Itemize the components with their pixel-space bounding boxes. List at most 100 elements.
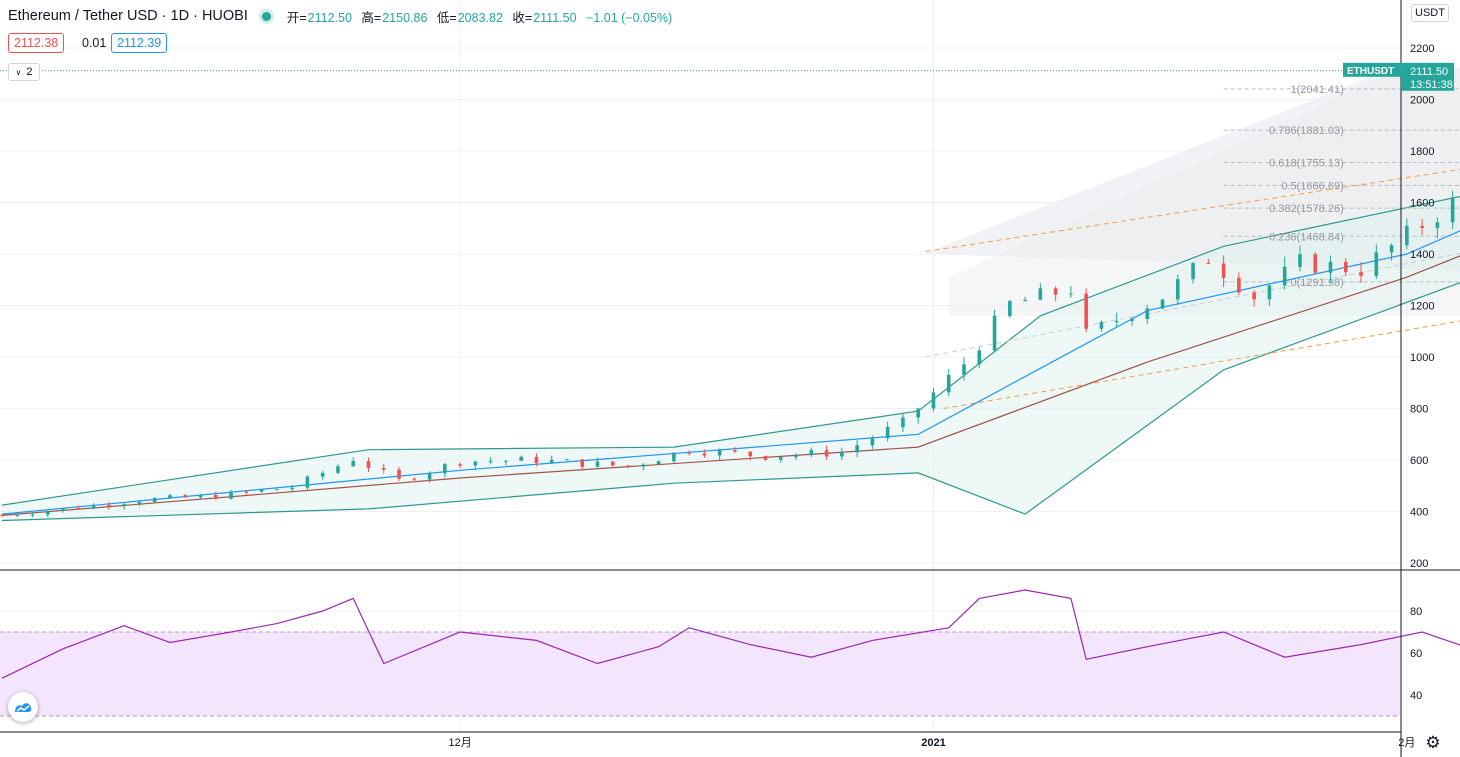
sell-price-button[interactable]: 2112.38 (8, 33, 65, 53)
candle-body (885, 427, 890, 439)
price-axis-tick-label: 400 (1410, 507, 1428, 519)
rsi-axis-tick-label: 60 (1410, 648, 1422, 660)
fib-level-label: 0.5(1666.69) (1281, 180, 1343, 192)
candle-body (916, 408, 920, 418)
candle-body (397, 469, 401, 479)
candle-body (672, 452, 676, 462)
candle-body (1237, 277, 1241, 293)
fib-level-label: 0.618(1755.13) (1269, 158, 1344, 170)
candle-body (702, 453, 707, 456)
bollinger-upper-line (1, 195, 1460, 506)
ma-slow-line (1, 255, 1460, 516)
candle-body (305, 476, 310, 488)
candle-body (213, 495, 218, 499)
candle-body (1405, 225, 1409, 246)
candle-body (763, 456, 768, 460)
price-tag-bg (1402, 62, 1454, 91)
candle-body (1374, 252, 1379, 277)
candle-body (794, 455, 798, 458)
candle-body (61, 507, 65, 512)
candle-body (473, 461, 478, 466)
candle-body (488, 461, 493, 463)
candle-body (1008, 301, 1012, 316)
candle-body (427, 473, 432, 480)
candle-body (30, 514, 35, 516)
candle-body (855, 445, 859, 453)
fib-level-label: 0.382(1578.26) (1269, 203, 1344, 215)
fib-level-label: 0.786(1881.03) (1269, 125, 1344, 137)
candle-body (1023, 299, 1027, 302)
open-label: 开= (286, 10, 307, 25)
indicators-toggle-button[interactable]: ∨ 2 (8, 63, 40, 81)
candle-body (1160, 299, 1165, 309)
price-axis-tick-label: 200 (1410, 558, 1428, 570)
candle-body (15, 515, 20, 517)
candle-body (1420, 225, 1424, 228)
currency-button[interactable]: USDT (1411, 4, 1449, 22)
buy-price-button[interactable]: 2112.39 (111, 33, 168, 53)
candle-body (1328, 261, 1333, 273)
price-axis-tick-label: 1600 (1410, 198, 1434, 210)
candle-body (183, 495, 188, 498)
time-axis-tick-label: 2月 (1398, 737, 1415, 749)
candle-body (320, 472, 325, 477)
candle-body (504, 460, 508, 462)
bollinger-lower-line (1, 282, 1460, 522)
current-price-label (1343, 62, 1454, 91)
chevron-down-icon: ∨ (15, 67, 22, 77)
candle-body (977, 350, 982, 365)
candle-body (595, 461, 600, 467)
candle-body (1206, 263, 1211, 265)
candle-body (336, 466, 340, 473)
candle-body (1267, 285, 1272, 300)
candle-body (1450, 197, 1455, 223)
candle-body (809, 450, 814, 456)
fib-level-label: 1(2041.41) (1291, 84, 1344, 96)
candle-body (107, 504, 111, 507)
candle-body (931, 392, 936, 409)
candle-body (229, 491, 233, 499)
price-axis-tick-label: 2000 (1410, 95, 1434, 107)
candle-body (687, 452, 691, 454)
candle-body (778, 457, 783, 460)
candle-body (1145, 308, 1150, 319)
price-axis-tick-label: 1400 (1410, 249, 1434, 261)
candle-body (1359, 272, 1363, 277)
candle-body (0, 515, 4, 517)
candle-body (534, 456, 539, 463)
candle-body (259, 489, 264, 492)
ohlc-readout: 开=2112.50 高=2150.86 低=2083.82 收=2111.50 … (287, 7, 678, 26)
indicator-count: 2 (26, 66, 33, 78)
candle-body (580, 459, 585, 467)
candle-body (1343, 261, 1348, 273)
candle-body (1069, 293, 1073, 295)
candle-body (168, 495, 172, 499)
candle-body (1313, 254, 1318, 273)
price-axis-tick-label: 1200 (1410, 301, 1434, 313)
candle-body (611, 461, 615, 466)
open-value: 2112.50 (307, 10, 352, 25)
candle-body (412, 478, 417, 480)
candle-body (1191, 263, 1195, 280)
settings-gear-icon[interactable]: ⚙ (1425, 733, 1441, 752)
symbol-title[interactable]: Ethereum / Tether USD · 1D · HUOBI (8, 8, 248, 24)
candle-body (443, 464, 447, 474)
close-label: 收= (512, 10, 533, 25)
candle-body (946, 374, 951, 393)
tradingview-logo-icon[interactable] (8, 692, 38, 722)
candles (0, 190, 1455, 518)
candle-body (1389, 245, 1394, 253)
fib-level-label: 0.236(1468.84) (1269, 231, 1344, 243)
fib-zone (923, 67, 1460, 271)
candle-body (748, 451, 753, 457)
price-axis-tick-label: 1000 (1410, 352, 1434, 364)
price-axis-tick-label: 800 (1410, 404, 1428, 416)
fib-level-label: 0(1291.98) (1291, 277, 1344, 289)
spread-value: 0.01 (82, 36, 107, 50)
candle-body (366, 461, 371, 468)
candle-body (549, 459, 554, 463)
rsi-axis-tick-label: 80 (1410, 606, 1422, 618)
candle-body (962, 364, 966, 375)
bollinger-fill (2, 196, 1460, 521)
